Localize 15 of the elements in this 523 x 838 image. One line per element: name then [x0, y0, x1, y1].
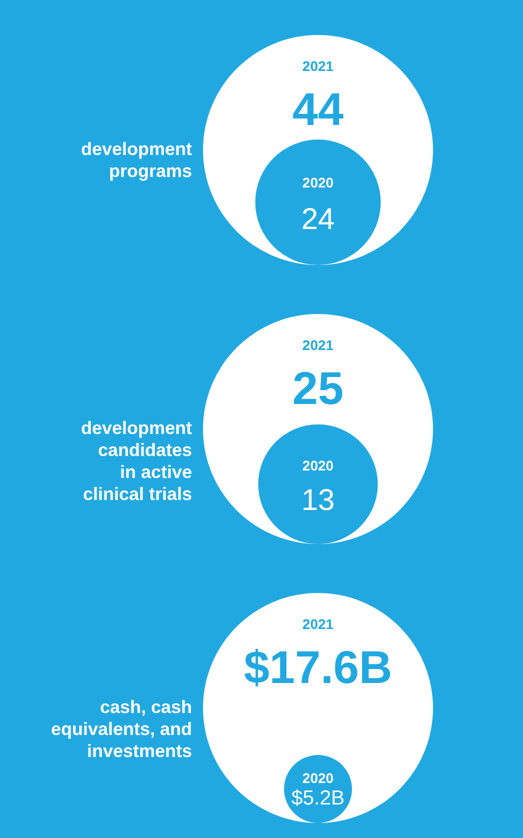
- category-label: 2020: [302, 174, 334, 190]
- data-label: $17.6B: [244, 641, 392, 693]
- category-label: 2020: [302, 770, 334, 786]
- data-label: 25: [292, 362, 344, 414]
- category-label: 2021: [302, 616, 334, 632]
- data-label: $5.2B: [291, 788, 345, 810]
- text: development candidates in active clinical trials: [80, 418, 192, 504]
- text: cash, cash equivalents, and investments: [50, 697, 192, 761]
- category-label: 2020: [302, 457, 334, 474]
- text: development programs: [80, 139, 192, 181]
- data-label: 44: [292, 83, 344, 135]
- category-label: 2021: [302, 337, 334, 353]
- category-label: 2021: [302, 58, 334, 74]
- data-label: 13: [301, 484, 335, 517]
- data-label: 24: [301, 202, 335, 236]
